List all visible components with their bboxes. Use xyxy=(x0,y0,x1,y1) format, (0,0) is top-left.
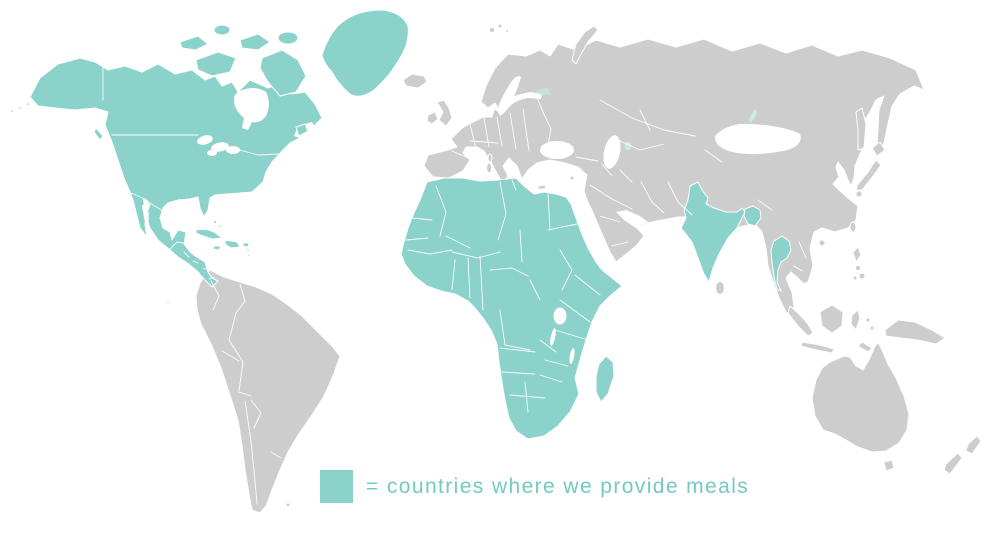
lake-baikal xyxy=(749,109,757,123)
post-water-islands xyxy=(295,123,309,137)
sumatra xyxy=(787,305,814,337)
vancouver-island xyxy=(93,127,104,141)
greenland xyxy=(321,9,409,97)
corsica xyxy=(487,153,493,163)
svalbard xyxy=(489,23,509,33)
other-countries-layer xyxy=(166,23,982,514)
persian-gulf xyxy=(616,210,648,228)
timor xyxy=(857,341,873,353)
cuba xyxy=(195,228,223,240)
lake-malawi xyxy=(569,348,575,364)
legend-label: = countries where we provide meals xyxy=(366,474,750,498)
legend: = countries where we provide meals xyxy=(320,470,749,503)
new-zealand-north xyxy=(965,435,982,455)
new-zealand-south xyxy=(943,452,963,475)
bahamas xyxy=(213,220,251,257)
bangladesh xyxy=(743,205,762,227)
galapagos xyxy=(166,300,170,304)
indonesia xyxy=(787,304,875,354)
country-borders xyxy=(102,63,844,505)
hispaniola xyxy=(224,239,241,249)
aleutian-islands xyxy=(10,102,30,113)
south-america xyxy=(195,269,341,514)
thailand xyxy=(770,235,792,292)
jamaica xyxy=(212,245,222,251)
sri-lanka xyxy=(715,281,725,295)
baltic-sea xyxy=(497,76,542,116)
caspian-sea xyxy=(603,135,621,169)
crete xyxy=(537,184,547,190)
newfoundland xyxy=(295,123,309,137)
taiwan xyxy=(849,221,857,233)
legend-swatch xyxy=(320,470,353,503)
tasmania xyxy=(883,459,895,472)
borneo xyxy=(819,304,844,334)
sulawesi xyxy=(850,309,861,331)
lake-victoria xyxy=(553,307,567,325)
new-guinea xyxy=(884,319,946,345)
hudson-bay xyxy=(234,88,269,130)
water-overlays xyxy=(142,76,801,364)
iceland xyxy=(402,73,428,89)
japan-honshu xyxy=(855,159,882,191)
great-lakes xyxy=(197,135,240,156)
canadian-arctic-islands xyxy=(179,24,307,97)
cyprus xyxy=(569,175,575,181)
great-britain xyxy=(436,99,453,127)
madagascar xyxy=(595,355,615,403)
africa xyxy=(400,177,623,440)
philippines xyxy=(852,246,866,281)
india xyxy=(680,181,746,283)
lake-tanganyika xyxy=(550,328,556,346)
novaya-zemlya xyxy=(571,25,599,65)
gulf-of-california xyxy=(142,202,149,230)
sakhalin xyxy=(855,107,867,151)
falkland-islands xyxy=(285,502,291,508)
eurasia xyxy=(423,38,925,318)
puerto-rico xyxy=(242,242,250,248)
japan-kyushu xyxy=(855,190,863,198)
black-sea xyxy=(540,141,574,159)
mongolia xyxy=(714,123,801,155)
australia xyxy=(811,341,910,453)
japan-hokkaido xyxy=(871,141,886,157)
sardinia xyxy=(486,162,492,174)
ireland xyxy=(426,111,439,125)
java xyxy=(800,341,835,354)
hainan xyxy=(818,239,826,247)
estonia-tint xyxy=(536,88,551,96)
